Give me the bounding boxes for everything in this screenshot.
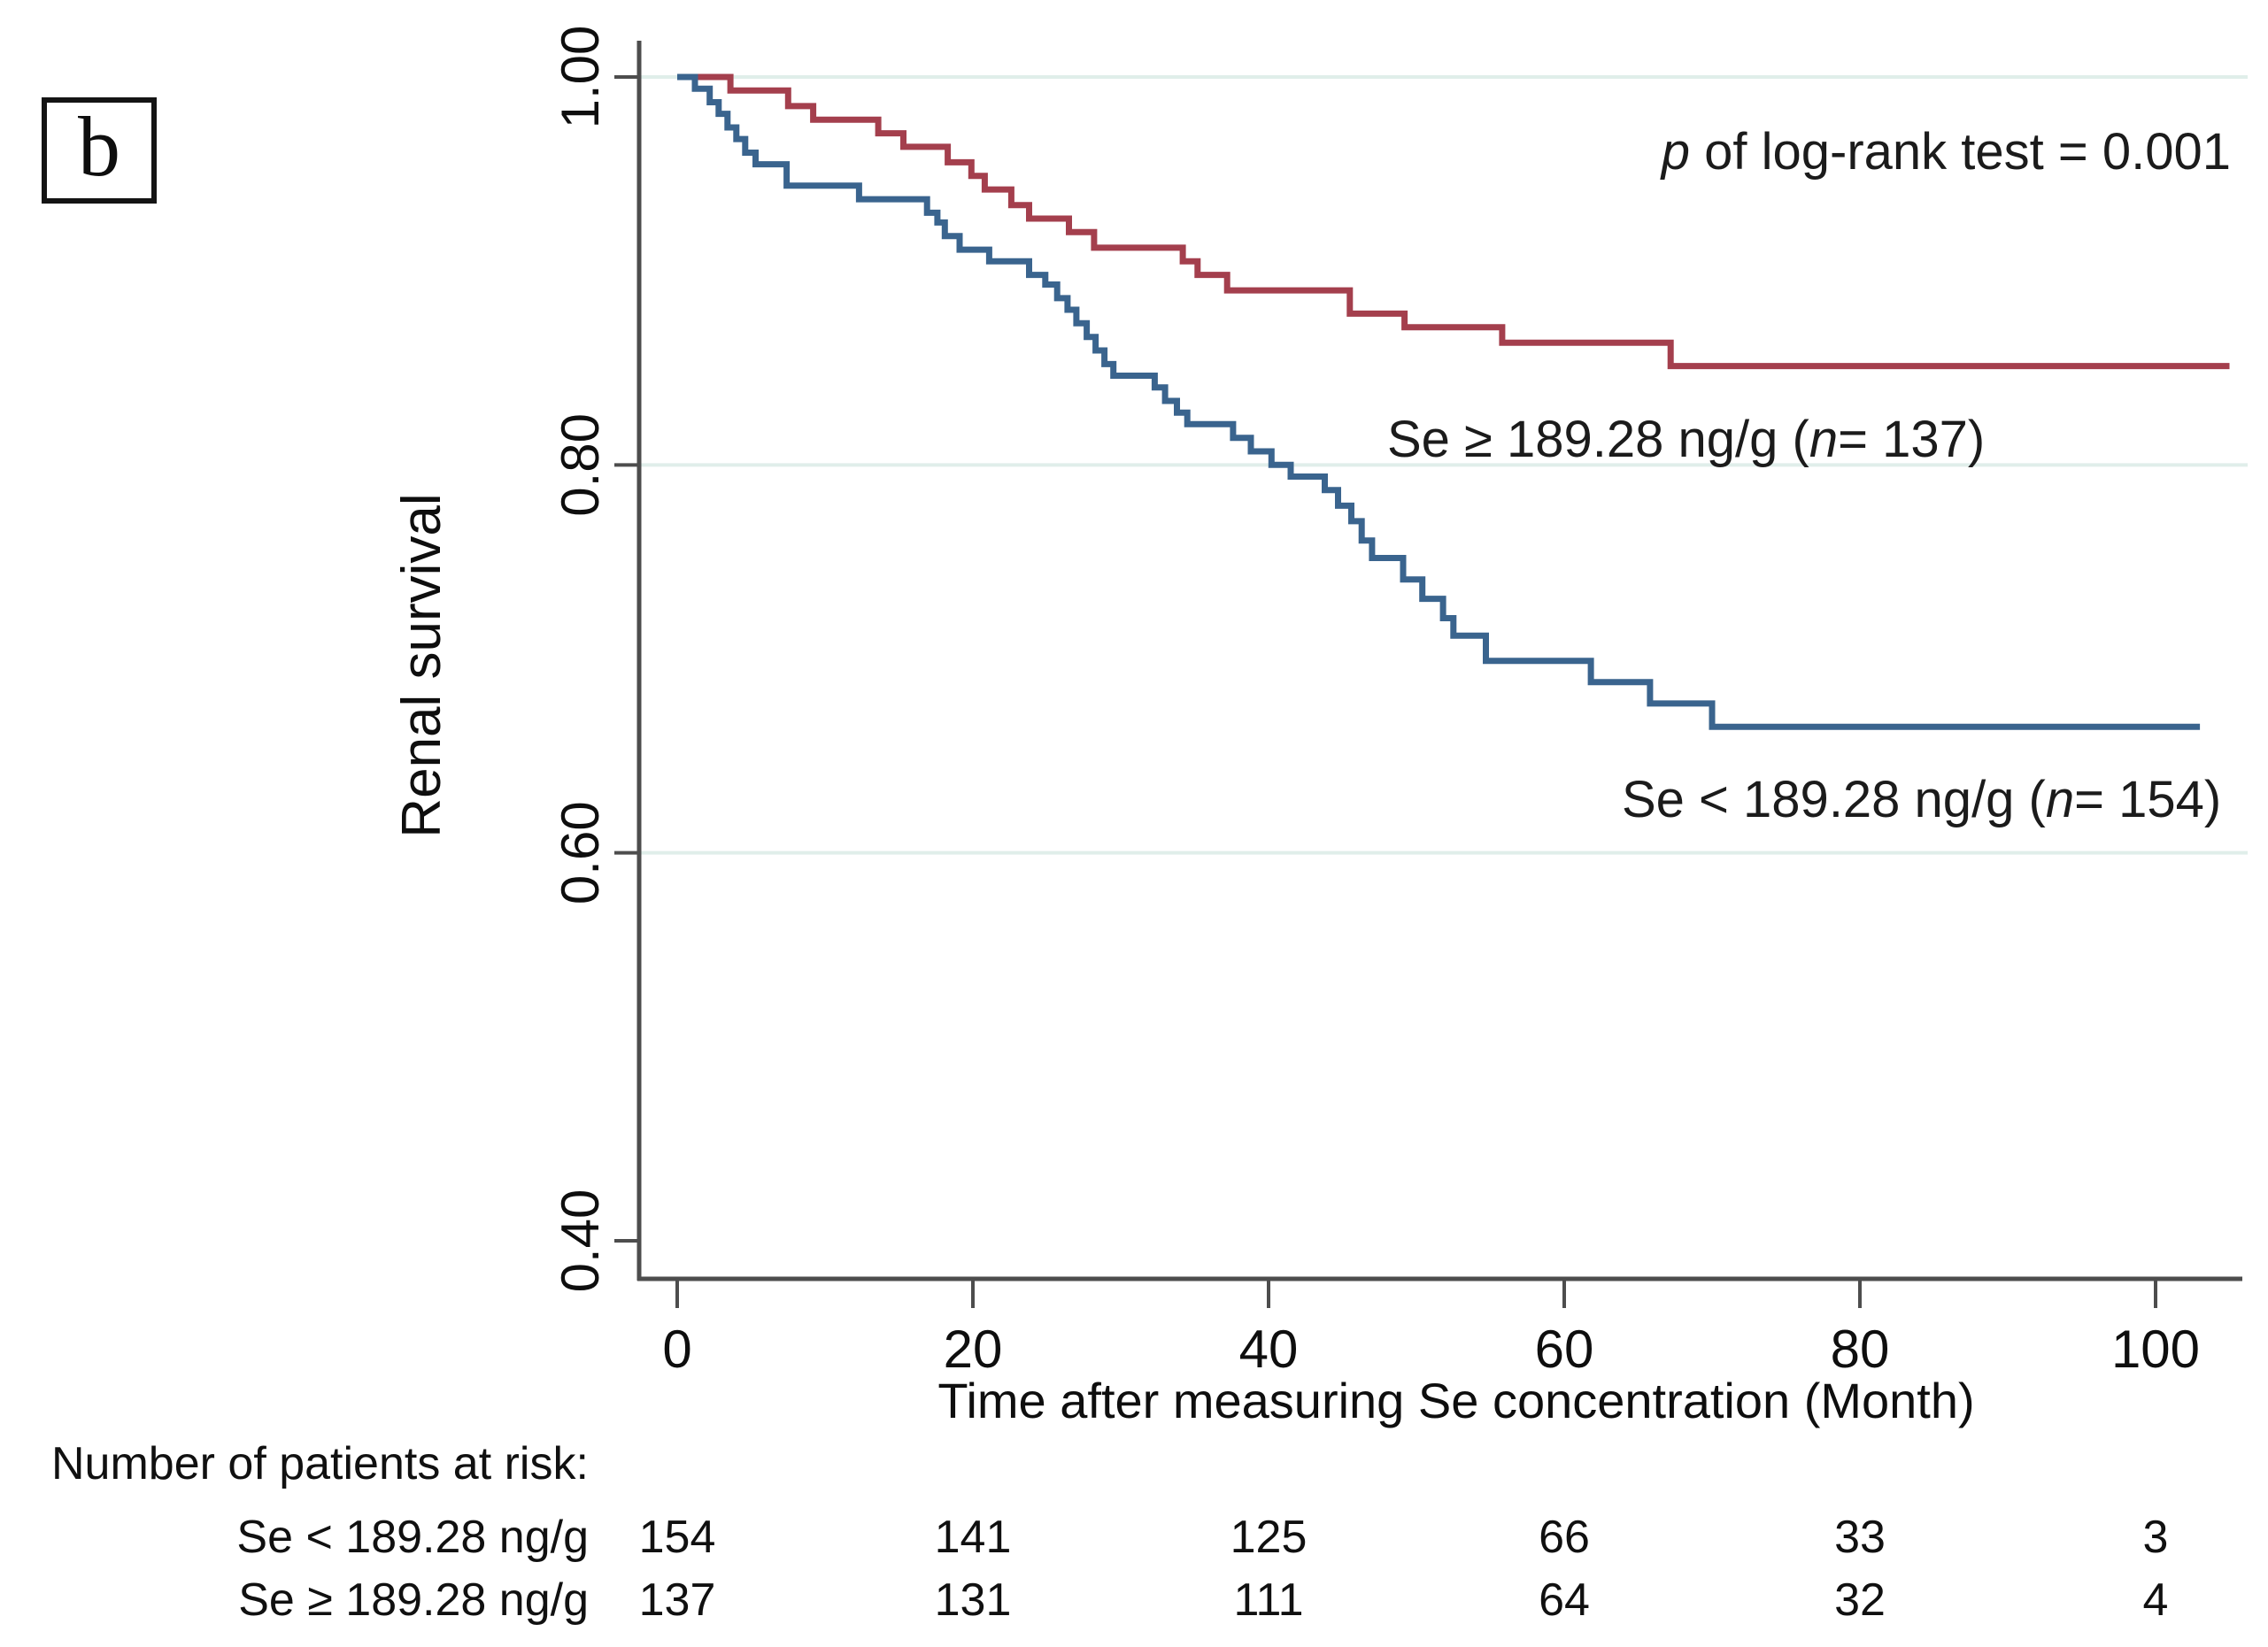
x-tick-label: 60 bbox=[1535, 1320, 1594, 1379]
risk-count: 141 bbox=[934, 1512, 1012, 1563]
x-tick-label: 0 bbox=[662, 1320, 691, 1379]
legend-red-n-italic: n bbox=[1809, 411, 1839, 468]
legend-red-prefix: Se ≥ 189.28 ng/g ( bbox=[1387, 411, 1809, 468]
x-tick-label: 40 bbox=[1239, 1320, 1299, 1379]
risk-table-header: Number of patients at risk: bbox=[51, 1438, 589, 1489]
x-tick-label: 20 bbox=[944, 1320, 1003, 1379]
tick-marks bbox=[614, 75, 2157, 1308]
risk-count: 125 bbox=[1230, 1512, 1308, 1563]
risk-row-label-below: Se < 189.28 ng/g bbox=[236, 1512, 589, 1563]
legend-blue-suffix: = 154) bbox=[2074, 771, 2222, 828]
y-tick-label: 0.60 bbox=[551, 801, 610, 904]
risk-count: 4 bbox=[2142, 1574, 2169, 1626]
x-tick-label: 100 bbox=[2111, 1320, 2200, 1379]
pvalue-annotation: p of log-rank test = 0.001 bbox=[1662, 121, 2231, 183]
legend-blue-prefix: Se < 189.28 ng/g ( bbox=[1622, 771, 2046, 828]
legend-label-blue: Se < 189.28 ng/g (n= 154) bbox=[1622, 769, 2221, 831]
y-tick-label: 0.40 bbox=[551, 1189, 610, 1293]
risk-count: 131 bbox=[934, 1574, 1012, 1626]
risk-row-label-above: Se ≥ 189.28 ng/g bbox=[238, 1574, 589, 1626]
legend-blue-n-italic: n bbox=[2045, 771, 2075, 828]
tick-labels: 1.00 0.80 0.60 0.40 0 20 40 60 80 100 bbox=[551, 26, 2200, 1379]
axis-titles: Time after measuring Se concentration (M… bbox=[391, 493, 1975, 1428]
risk-count: 154 bbox=[638, 1512, 716, 1563]
risk-count: 32 bbox=[1834, 1574, 1886, 1626]
panel-label-box: b bbox=[42, 97, 157, 204]
risk-count: 111 bbox=[1233, 1574, 1304, 1626]
survival-curves bbox=[677, 73, 2230, 730]
risk-count: 3 bbox=[2142, 1512, 2169, 1563]
x-axis-title: Time after measuring Se concentration (M… bbox=[937, 1373, 1974, 1428]
y-tick-label: 1.00 bbox=[551, 26, 610, 129]
axes bbox=[636, 41, 2242, 1281]
pvalue-p-italic: p bbox=[1661, 123, 1691, 181]
risk-count: 64 bbox=[1539, 1574, 1590, 1626]
survival-curve-high-se bbox=[677, 73, 2230, 370]
risk-count: 33 bbox=[1834, 1512, 1886, 1563]
y-tick-label: 0.80 bbox=[551, 413, 610, 517]
x-tick-label: 80 bbox=[1831, 1320, 1890, 1379]
legend-label-red: Se ≥ 189.28 ng/g (n= 137) bbox=[1387, 409, 1985, 471]
gridlines bbox=[641, 75, 2248, 855]
risk-count: 66 bbox=[1539, 1512, 1590, 1563]
pvalue-text: of log-rank test = 0.001 bbox=[1690, 123, 2231, 181]
legend-red-suffix: = 137) bbox=[1838, 411, 1986, 468]
risk-count: 137 bbox=[638, 1574, 716, 1626]
panel-label: b bbox=[78, 99, 120, 194]
y-axis-title: Renal survival bbox=[391, 493, 452, 837]
survival-curve-low-se bbox=[677, 73, 2201, 730]
